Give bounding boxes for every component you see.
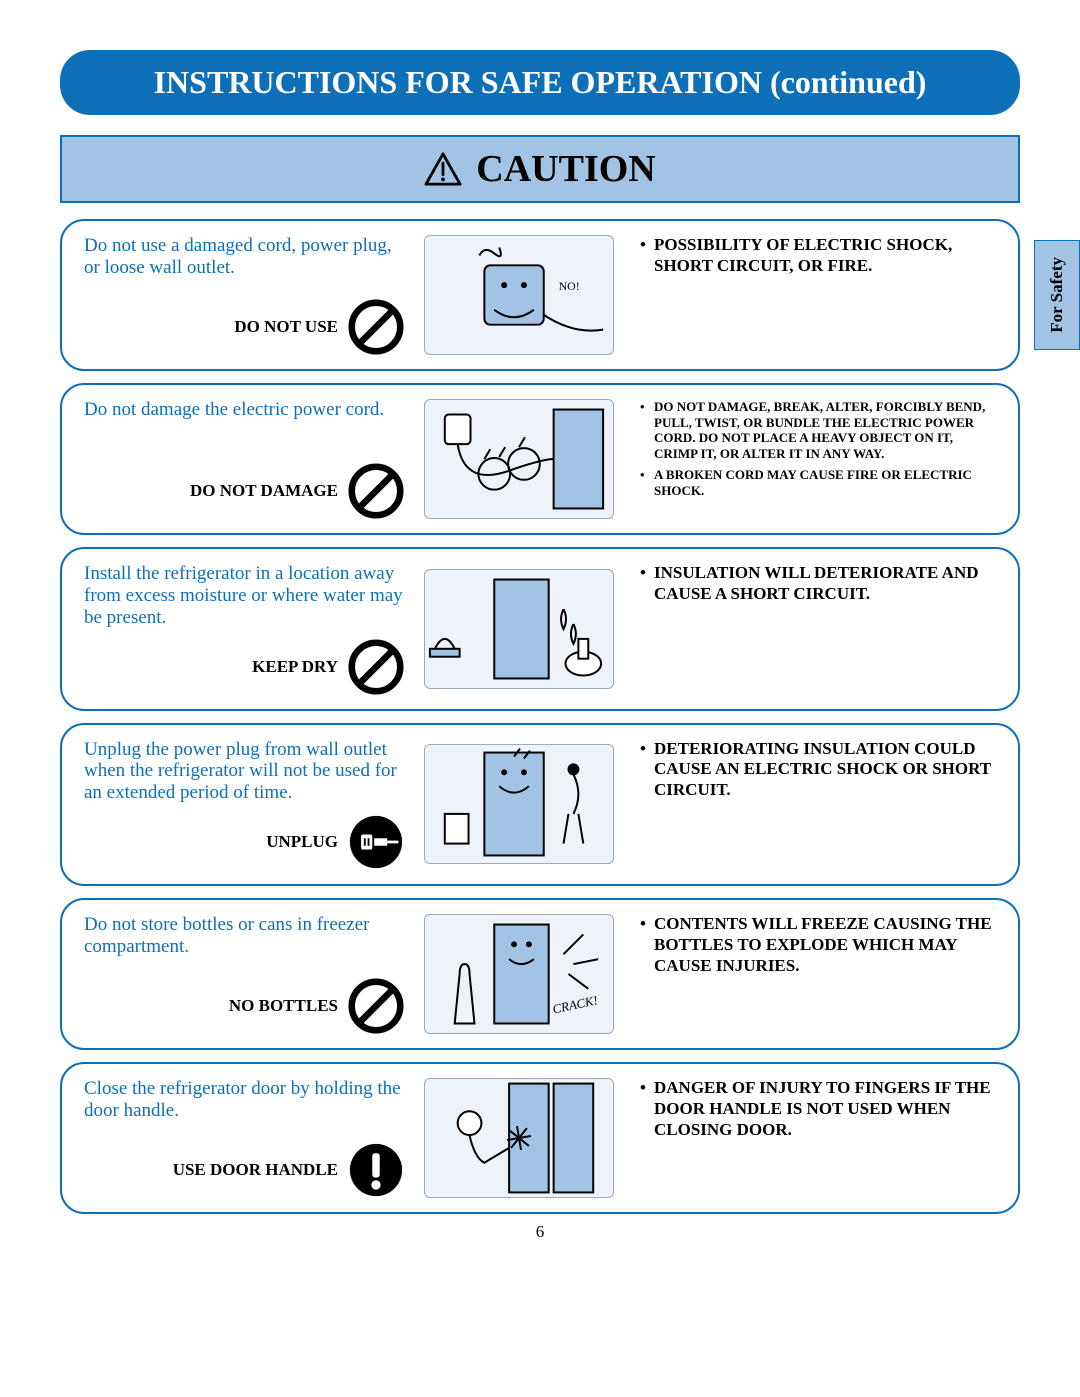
icon-row: NO BOTTLES bbox=[84, 978, 404, 1034]
consequence-text: CONTENTS WILL FREEZE CAUSING THE BOTTLES… bbox=[634, 914, 996, 1034]
illustration-container: CRACK! bbox=[414, 914, 624, 1034]
consequence-item: INSULATION WILL DETERIORATE AND CAUSE A … bbox=[654, 563, 996, 604]
safety-card: Close the refrigerator door by holding t… bbox=[60, 1062, 1020, 1214]
instruction-text: Install the refrigerator in a location a… bbox=[84, 563, 404, 629]
safety-card: Do not damage the electric power cord. DO… bbox=[60, 383, 1020, 535]
instruction-text: Close the refrigerator door by holding t… bbox=[84, 1078, 404, 1122]
illustration-container bbox=[414, 739, 624, 871]
icon-row: UNPLUG bbox=[84, 814, 404, 870]
svg-text:NO!: NO! bbox=[559, 279, 580, 293]
prohibition-icon bbox=[348, 299, 404, 355]
safety-sections: Do not use a damaged cord, power plug, o… bbox=[60, 219, 1020, 1214]
card-left: Install the refrigerator in a location a… bbox=[84, 563, 404, 695]
consequence-text: POSSIBILITY OF ELECTRIC SHOCK, SHORT CIR… bbox=[634, 235, 996, 355]
side-tab-label: For Safety bbox=[1047, 257, 1067, 333]
icon-label: KEEP DRY bbox=[252, 657, 338, 677]
instruction-text: Unplug the power plug from wall outlet w… bbox=[84, 739, 404, 805]
card-left: Close the refrigerator door by holding t… bbox=[84, 1078, 404, 1198]
illustration-container bbox=[414, 563, 624, 695]
prohibition-icon bbox=[348, 639, 404, 695]
icon-row: USE DOOR HANDLE bbox=[84, 1142, 404, 1198]
safety-card: Do not use a damaged cord, power plug, o… bbox=[60, 219, 1020, 371]
consequence-text: DO NOT DAMAGE, BREAK, ALTER, FORCIBLY BE… bbox=[634, 399, 996, 519]
card-left: Do not store bottles or cans in freezer … bbox=[84, 914, 404, 1034]
consequence-item: DANGER OF INJURY TO FINGERS IF THE DOOR … bbox=[654, 1078, 996, 1140]
caution-label: CAUTION bbox=[476, 147, 655, 191]
caution-banner: CAUTION bbox=[60, 135, 1020, 203]
damaged-outlet-illustration: NO! bbox=[424, 235, 614, 355]
prohibition-icon bbox=[348, 463, 404, 519]
illustration-container bbox=[414, 1078, 624, 1198]
consequence-item: POSSIBILITY OF ELECTRIC SHOCK, SHORT CIR… bbox=[654, 235, 996, 276]
instruction-text: Do not use a damaged cord, power plug, o… bbox=[84, 235, 404, 279]
icon-row: DO NOT USE bbox=[84, 299, 404, 355]
consequence-item: DO NOT DAMAGE, BREAK, ALTER, FORCIBLY BE… bbox=[654, 399, 996, 461]
consequence-text: INSULATION WILL DETERIORATE AND CAUSE A … bbox=[634, 563, 996, 695]
consequence-item: CONTENTS WILL FREEZE CAUSING THE BOTTLES… bbox=[654, 914, 996, 976]
consequence-text: DETERIORATING INSULATION COULD CAUSE AN … bbox=[634, 739, 996, 871]
page-number: 6 bbox=[60, 1222, 1020, 1242]
icon-label: USE DOOR HANDLE bbox=[173, 1160, 338, 1180]
consequence-text: DANGER OF INJURY TO FINGERS IF THE DOOR … bbox=[634, 1078, 996, 1198]
manual-page: INSTRUCTIONS FOR SAFE OPERATION (continu… bbox=[0, 0, 1080, 1272]
mandatory-icon bbox=[348, 1142, 404, 1198]
card-left: Do not use a damaged cord, power plug, o… bbox=[84, 235, 404, 355]
mandatory-icon bbox=[348, 814, 404, 870]
safety-card: Install the refrigerator in a location a… bbox=[60, 547, 1020, 711]
icon-label: DO NOT DAMAGE bbox=[190, 481, 338, 501]
page-title: INSTRUCTIONS FOR SAFE OPERATION (continu… bbox=[60, 50, 1020, 115]
side-tab-for-safety: For Safety bbox=[1034, 240, 1080, 350]
icon-label: NO BOTTLES bbox=[229, 996, 338, 1016]
unplug-illustration bbox=[424, 744, 614, 864]
card-left: Unplug the power plug from wall outlet w… bbox=[84, 739, 404, 871]
prohibition-icon bbox=[348, 978, 404, 1034]
instruction-text: Do not damage the electric power cord. bbox=[84, 399, 404, 421]
icon-label: DO NOT USE bbox=[234, 317, 338, 337]
icon-row: KEEP DRY bbox=[84, 639, 404, 695]
safety-card: Unplug the power plug from wall outlet w… bbox=[60, 723, 1020, 887]
svg-text:CRACK!: CRACK! bbox=[551, 993, 599, 1016]
illustration-container: NO! bbox=[414, 235, 624, 355]
safety-card: Do not store bottles or cans in freezer … bbox=[60, 898, 1020, 1050]
damaged-cord-illustration bbox=[424, 399, 614, 519]
bottles-freezer-illustration: CRACK! bbox=[424, 914, 614, 1034]
icon-label: UNPLUG bbox=[266, 832, 338, 852]
illustration-container bbox=[414, 399, 624, 519]
warning-triangle-icon bbox=[424, 152, 462, 186]
moisture-illustration bbox=[424, 569, 614, 689]
consequence-item: A BROKEN CORD MAY CAUSE FIRE OR ELECTRIC… bbox=[654, 467, 996, 498]
card-left: Do not damage the electric power cord. DO… bbox=[84, 399, 404, 519]
icon-row: DO NOT DAMAGE bbox=[84, 463, 404, 519]
instruction-text: Do not store bottles or cans in freezer … bbox=[84, 914, 404, 958]
consequence-item: DETERIORATING INSULATION COULD CAUSE AN … bbox=[654, 739, 996, 801]
door-handle-illustration bbox=[424, 1078, 614, 1198]
